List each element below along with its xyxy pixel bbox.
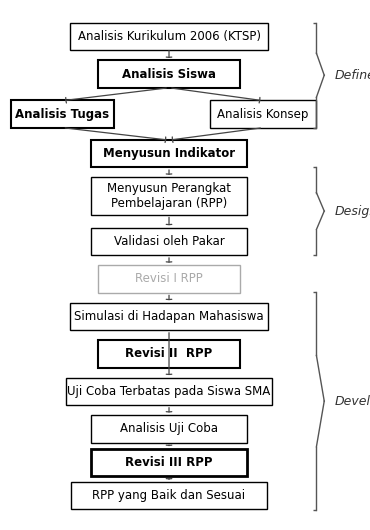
Text: Define: Define bbox=[334, 69, 370, 82]
Text: Analisis Uji Coba: Analisis Uji Coba bbox=[120, 422, 218, 435]
Text: Analisis Siswa: Analisis Siswa bbox=[122, 68, 216, 81]
FancyBboxPatch shape bbox=[98, 265, 240, 293]
FancyBboxPatch shape bbox=[71, 482, 267, 509]
Text: Menyusun Indikator: Menyusun Indikator bbox=[103, 147, 235, 160]
Text: Revisi II  RPP: Revisi II RPP bbox=[125, 347, 213, 360]
FancyBboxPatch shape bbox=[98, 60, 240, 88]
FancyBboxPatch shape bbox=[91, 228, 247, 255]
FancyBboxPatch shape bbox=[91, 415, 247, 443]
Text: Develop: Develop bbox=[334, 395, 370, 408]
Text: Revisi I RPP: Revisi I RPP bbox=[135, 272, 203, 286]
Text: Analisis Tugas: Analisis Tugas bbox=[16, 108, 110, 121]
Text: Design: Design bbox=[334, 205, 370, 217]
FancyBboxPatch shape bbox=[91, 448, 247, 476]
Text: Validasi oleh Pakar: Validasi oleh Pakar bbox=[114, 235, 224, 248]
Text: Simulasi di Hadapan Mahasiswa: Simulasi di Hadapan Mahasiswa bbox=[74, 310, 264, 323]
Text: Analisis Konsep: Analisis Konsep bbox=[218, 108, 309, 121]
FancyBboxPatch shape bbox=[66, 377, 272, 405]
FancyBboxPatch shape bbox=[210, 101, 316, 128]
FancyBboxPatch shape bbox=[11, 101, 114, 128]
Text: Revisi III RPP: Revisi III RPP bbox=[125, 456, 213, 469]
FancyBboxPatch shape bbox=[70, 303, 269, 330]
Text: RPP yang Baik dan Sesuai: RPP yang Baik dan Sesuai bbox=[92, 489, 246, 502]
FancyBboxPatch shape bbox=[91, 178, 247, 215]
FancyBboxPatch shape bbox=[91, 140, 247, 167]
FancyBboxPatch shape bbox=[70, 23, 269, 50]
Text: Analisis Kurikulum 2006 (KTSP): Analisis Kurikulum 2006 (KTSP) bbox=[78, 30, 260, 43]
FancyBboxPatch shape bbox=[98, 340, 240, 368]
Text: Menyusun Perangkat
Pembelajaran (RPP): Menyusun Perangkat Pembelajaran (RPP) bbox=[107, 182, 231, 210]
Text: Uji Coba Terbatas pada Siswa SMA: Uji Coba Terbatas pada Siswa SMA bbox=[67, 385, 270, 398]
